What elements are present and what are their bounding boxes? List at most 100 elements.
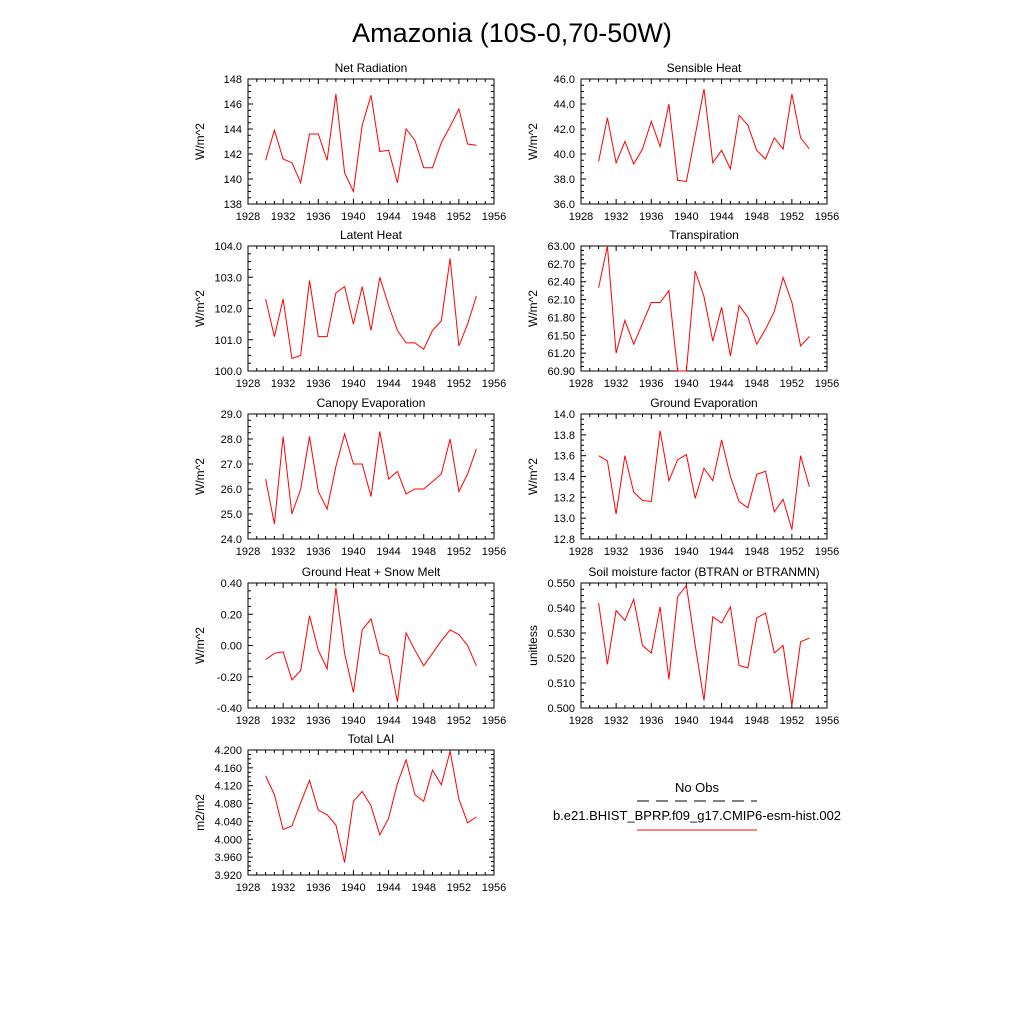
y-tick-label: 100.0 bbox=[214, 366, 242, 378]
x-tick-label: 1932 bbox=[604, 211, 628, 223]
x-tick-label: 1948 bbox=[411, 378, 435, 390]
y-axis-label: W/m^2 bbox=[193, 458, 207, 495]
x-tick-label: 1952 bbox=[780, 211, 804, 223]
y-tick-label: 60.90 bbox=[547, 366, 575, 378]
panel-6: Ground Evaporation W/m^2 1928 1932 1936 1940 1… bbox=[526, 396, 839, 558]
y-tick-label: 0.20 bbox=[221, 609, 242, 621]
x-tick-label: 1928 bbox=[569, 546, 593, 558]
x-tick-label: 1944 bbox=[709, 715, 733, 727]
panel-title: Latent Heat bbox=[340, 228, 403, 242]
y-tick-label: 28.0 bbox=[221, 434, 242, 446]
series-line bbox=[598, 88, 810, 183]
x-tick-label: 1940 bbox=[341, 546, 365, 558]
panel-5: Canopy Evaporation W/m^2 1928 1932 1936 1940 1… bbox=[193, 396, 506, 558]
panel-title: Ground Evaporation bbox=[650, 396, 757, 410]
y-tick-label: 62.10 bbox=[547, 295, 575, 307]
x-tick-label: 1940 bbox=[341, 882, 365, 894]
x-tick-label: 1932 bbox=[271, 715, 295, 727]
x-tick-label: 1936 bbox=[306, 715, 330, 727]
y-tick-label: 14.0 bbox=[554, 409, 575, 421]
x-tick-label: 1956 bbox=[482, 715, 506, 727]
legend-model-label: b.e21.BHIST_BPRP.f09_g17.CMIP6-esm-hist.… bbox=[553, 808, 841, 823]
y-axis-label: W/m^2 bbox=[526, 290, 540, 327]
y-tick-label: 27.0 bbox=[221, 459, 242, 471]
x-tick-label: 1952 bbox=[447, 715, 471, 727]
panel-title: Canopy Evaporation bbox=[317, 396, 426, 410]
legend-obs-label: No Obs bbox=[675, 780, 720, 795]
y-tick-label: 103.0 bbox=[214, 272, 242, 284]
panel-title: Ground Heat + Snow Melt bbox=[302, 565, 441, 579]
x-tick-label: 1956 bbox=[815, 715, 839, 727]
panel-1: Net Radiation W/m^2 1928 1932 1936 1940 1944 19… bbox=[193, 61, 506, 223]
panel-2: Sensible Heat W/m^2 1928 1932 1936 1940 1944 19… bbox=[526, 61, 839, 223]
x-tick-label: 1928 bbox=[569, 211, 593, 223]
series-line bbox=[265, 93, 477, 194]
x-tick-label: 1928 bbox=[236, 882, 260, 894]
panels-group: Net Radiation W/m^2 1928 1932 1936 1940 1944 19… bbox=[193, 61, 839, 894]
x-tick-label: 1948 bbox=[744, 378, 768, 390]
x-tick-label: 1940 bbox=[341, 715, 365, 727]
plot-frame bbox=[580, 245, 828, 372]
plot-frame bbox=[580, 78, 828, 205]
y-axis-label: W/m^2 bbox=[193, 627, 207, 664]
y-tick-label: 29.0 bbox=[221, 409, 242, 421]
x-tick-label: 1948 bbox=[411, 211, 435, 223]
x-tick-label: 1944 bbox=[376, 715, 400, 727]
y-tick-label: 0.00 bbox=[221, 641, 242, 653]
y-tick-label: 146 bbox=[224, 99, 242, 111]
y-tick-label: 4.080 bbox=[214, 799, 242, 811]
y-tick-label: 0.540 bbox=[547, 603, 575, 615]
y-tick-label: 38.0 bbox=[554, 174, 575, 186]
y-tick-label: 4.000 bbox=[214, 834, 242, 846]
y-tick-label: 3.960 bbox=[214, 852, 242, 864]
y-tick-label: 0.520 bbox=[547, 653, 575, 665]
x-tick-label: 1928 bbox=[236, 211, 260, 223]
y-tick-label: 4.160 bbox=[214, 763, 242, 775]
x-tick-label: 1952 bbox=[447, 882, 471, 894]
y-tick-label: 13.2 bbox=[554, 492, 575, 504]
x-tick-label: 1932 bbox=[271, 211, 295, 223]
y-tick-label: 140 bbox=[224, 174, 242, 186]
x-tick-label: 1928 bbox=[569, 715, 593, 727]
y-tick-label: 62.70 bbox=[547, 259, 575, 271]
y-tick-label: 101.0 bbox=[214, 335, 242, 347]
x-tick-label: 1928 bbox=[236, 378, 260, 390]
x-tick-label: 1952 bbox=[780, 715, 804, 727]
y-tick-label: 0.40 bbox=[221, 578, 242, 590]
y-tick-label: -0.20 bbox=[217, 672, 242, 684]
y-tick-label: 42.0 bbox=[554, 124, 575, 136]
series-line bbox=[265, 431, 477, 525]
plot-frame bbox=[247, 582, 495, 709]
x-tick-label: 1928 bbox=[236, 546, 260, 558]
panel-title: Transpiration bbox=[669, 228, 739, 242]
y-tick-label: 46.0 bbox=[554, 74, 575, 86]
y-tick-label: 0.500 bbox=[547, 703, 575, 715]
panel-7: Ground Heat + Snow Melt W/m^2 1928 1932 1936… bbox=[193, 565, 506, 727]
y-tick-label: 144 bbox=[224, 124, 242, 136]
panel-title: Sensible Heat bbox=[667, 61, 742, 75]
x-tick-label: 1948 bbox=[744, 546, 768, 558]
panel-3: Latent Heat W/m^2 1928 1932 1936 1940 1944 1948… bbox=[193, 228, 506, 390]
x-tick-label: 1932 bbox=[604, 715, 628, 727]
plot-frame bbox=[580, 413, 828, 540]
x-tick-label: 1932 bbox=[604, 378, 628, 390]
x-tick-label: 1948 bbox=[744, 211, 768, 223]
figure-title: Amazonia (10S-0,70-50W) bbox=[352, 18, 672, 48]
y-axis-label: m2/m2 bbox=[193, 794, 207, 831]
x-tick-label: 1940 bbox=[674, 378, 698, 390]
y-tick-label: 26.0 bbox=[221, 484, 242, 496]
x-tick-label: 1936 bbox=[639, 546, 663, 558]
y-tick-label: 36.0 bbox=[554, 199, 575, 211]
series-line bbox=[598, 430, 810, 530]
y-tick-label: 148 bbox=[224, 74, 242, 86]
x-tick-label: 1956 bbox=[482, 378, 506, 390]
x-tick-label: 1944 bbox=[709, 211, 733, 223]
panel-8: Soil moisture factor (BTRAN or BTRANMN) u… bbox=[526, 565, 839, 727]
y-tick-label: 25.0 bbox=[221, 509, 242, 521]
y-tick-label: 102.0 bbox=[214, 304, 242, 316]
y-tick-label: 0.530 bbox=[547, 628, 575, 640]
x-tick-label: 1952 bbox=[780, 546, 804, 558]
series-line bbox=[265, 751, 477, 863]
x-tick-label: 1936 bbox=[639, 715, 663, 727]
